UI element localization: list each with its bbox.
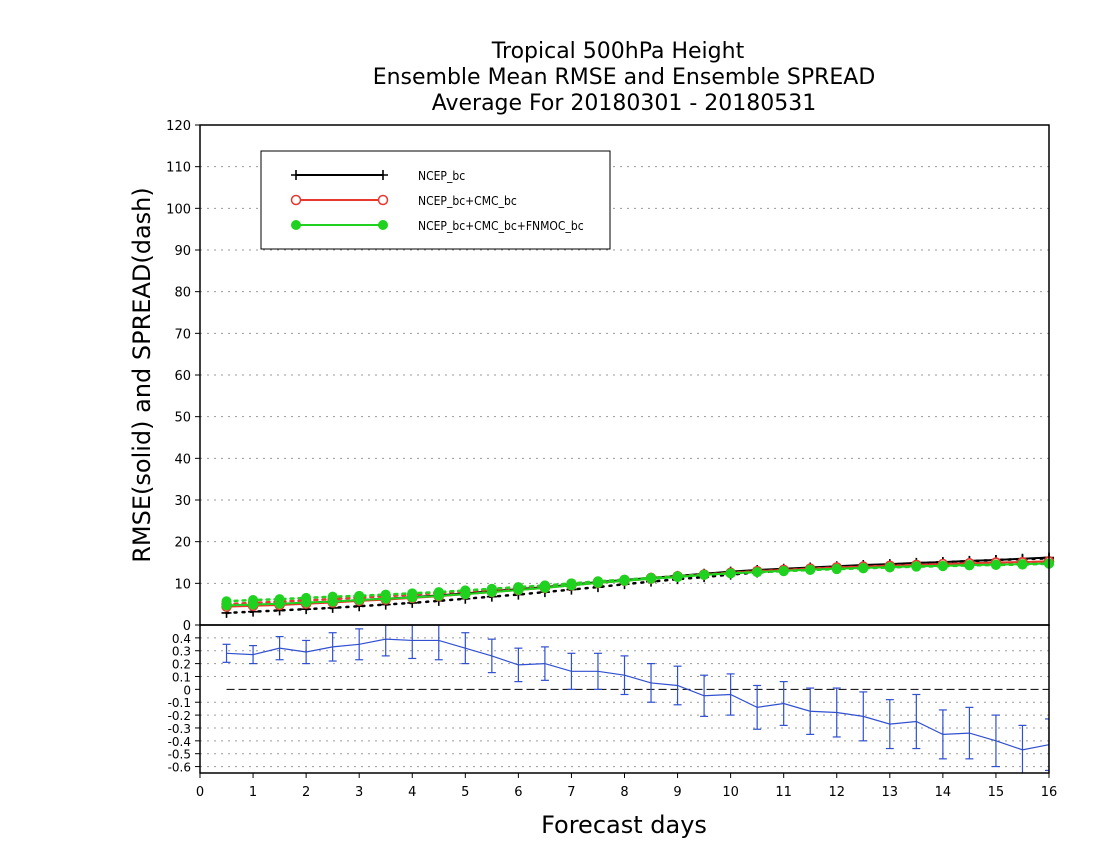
top-y-tick-label: 80 (174, 286, 191, 301)
difference-series (222, 625, 1049, 773)
chart-title: Tropical 500hPa Height Ensemble Mean RMS… (373, 39, 876, 116)
y-axis-label: RMSE(solid) and SPREAD(dash) (128, 187, 156, 563)
x-tick-label: 16 (1041, 785, 1058, 800)
spread-point-2 (274, 594, 285, 605)
spread-point-2 (460, 585, 471, 596)
legend-marker-0 (291, 170, 301, 180)
bottom-y-tick-label: 0 (183, 683, 191, 697)
top-y-tick-label: 30 (174, 494, 191, 509)
x-tick-label: 8 (620, 785, 628, 800)
spread-point-2 (433, 587, 444, 598)
legend-marker-1 (377, 194, 389, 206)
spread-point-2 (327, 591, 338, 602)
title-line-3: Average For 20180301 - 20180531 (432, 91, 817, 116)
top-y-tick-label: 50 (174, 411, 191, 426)
difference-line (226, 638, 1049, 751)
legend-label-2: NCEP_bc+CMC_bc+FNMOC_bc (418, 219, 584, 233)
legend-label-1: NCEP_bc+CMC_bc (418, 194, 517, 208)
spread-point-2 (937, 561, 948, 572)
legend-label-0: NCEP_bc (418, 169, 465, 183)
x-tick-label: 10 (722, 785, 739, 800)
title-line-2: Ensemble Mean RMSE and Ensemble SPREAD (373, 65, 876, 90)
spread-point-2 (566, 578, 577, 589)
x-tick-label: 14 (935, 785, 952, 800)
x-tick-label: 4 (408, 785, 416, 800)
difference-panel: -0.6-0.5-0.4-0.3-0.2-0.100.10.20.30.40 1 2… (168, 624, 1058, 800)
x-axis-label: Forecast days (541, 811, 707, 839)
bottom-y-tick-label: 0.2 (172, 658, 191, 672)
legend-marker-0 (378, 170, 388, 180)
spread-point-2 (407, 588, 418, 599)
spread-point-2 (911, 561, 922, 572)
rmse-spread-panel: 10 20 30 40 50 60 70 80 90 100 110 120 0 (166, 119, 1055, 634)
top-y-tick-label: 90 (174, 244, 191, 259)
top-y-tick-label: 70 (174, 327, 191, 342)
legend-marker-2 (378, 220, 388, 230)
spread-point-2 (221, 596, 232, 607)
bottom-y-tick-label: -0.4 (168, 735, 191, 749)
legend: NCEP_bc NCEP_bc+CMC_bc NCEP_bc+CMC_bc+FNMO… (260, 150, 611, 250)
x-tick-label: 15 (988, 785, 1005, 800)
bottom-panel-frame (199, 624, 1050, 774)
spread-point-2 (778, 566, 789, 577)
bottom-y-tick-label: 0.1 (172, 670, 191, 684)
bottom-y-tick-label: 0.4 (172, 632, 191, 646)
spread-point-2 (619, 574, 630, 585)
top-y-tick-label: 110 (166, 161, 191, 176)
top-y-tick-label: 120 (166, 119, 191, 134)
top-y-tick-label: 0 (183, 619, 191, 634)
spread-point-2 (699, 569, 710, 580)
spread-point-2 (884, 562, 895, 573)
x-tick-label: 6 (514, 785, 522, 800)
spread-point-2 (990, 560, 1001, 570)
spread-point-2 (380, 589, 391, 600)
bottom-y-tick-label: -0.1 (168, 696, 191, 710)
x-tick-label: 5 (461, 785, 469, 800)
x-tick-label: 2 (302, 785, 310, 800)
spread-point-2 (354, 590, 365, 601)
spread-point-2 (539, 580, 550, 591)
bottom-y-tick-label: -0.3 (168, 722, 191, 736)
top-y-tick-label: 60 (174, 369, 191, 384)
bottom-y-tick-label: -0.2 (168, 709, 191, 723)
spread-point-2 (301, 592, 312, 603)
spread-point-2 (725, 568, 736, 579)
x-tick-label: 12 (828, 785, 845, 800)
top-y-tick-label: 40 (174, 452, 191, 467)
legend-marker-1 (290, 194, 302, 206)
spread-point-2 (858, 563, 869, 574)
x-tick-label: 9 (673, 785, 681, 800)
x-tick-label: 3 (355, 785, 363, 800)
spread-point-2 (646, 572, 657, 583)
x-tick-label: 0 (196, 785, 204, 800)
spread-point-2 (672, 571, 683, 582)
title-line-1: Tropical 500hPa Height (491, 39, 745, 64)
top-y-tick-label: 10 (174, 577, 191, 592)
spread-point-2 (964, 560, 975, 571)
x-tick-label: 1 (249, 785, 257, 800)
top-y-tick-label: 100 (166, 202, 191, 217)
spread-point-2 (805, 565, 816, 575)
spread-line-1 (225, 560, 1051, 606)
spread-point-2 (513, 582, 524, 593)
spread-point-2 (248, 595, 259, 605)
bottom-y-tick-label: 0.3 (172, 645, 191, 659)
bottom-y-tick-label: -0.6 (168, 761, 191, 775)
x-tick-label: 7 (567, 785, 575, 800)
spread-line-2 (225, 562, 1051, 603)
x-tick-label: 13 (882, 785, 899, 800)
spread-point-2 (831, 564, 842, 575)
bottom-y-tick-label: -0.5 (168, 748, 191, 762)
spread-point-2 (486, 583, 497, 594)
spread-point-2 (752, 567, 763, 578)
legend-marker-2 (291, 220, 301, 230)
spread-point-2 (1017, 559, 1028, 570)
spread-point-2 (592, 576, 603, 587)
top-y-tick-label: 20 (174, 536, 191, 551)
x-tick-label: 11 (775, 785, 792, 800)
